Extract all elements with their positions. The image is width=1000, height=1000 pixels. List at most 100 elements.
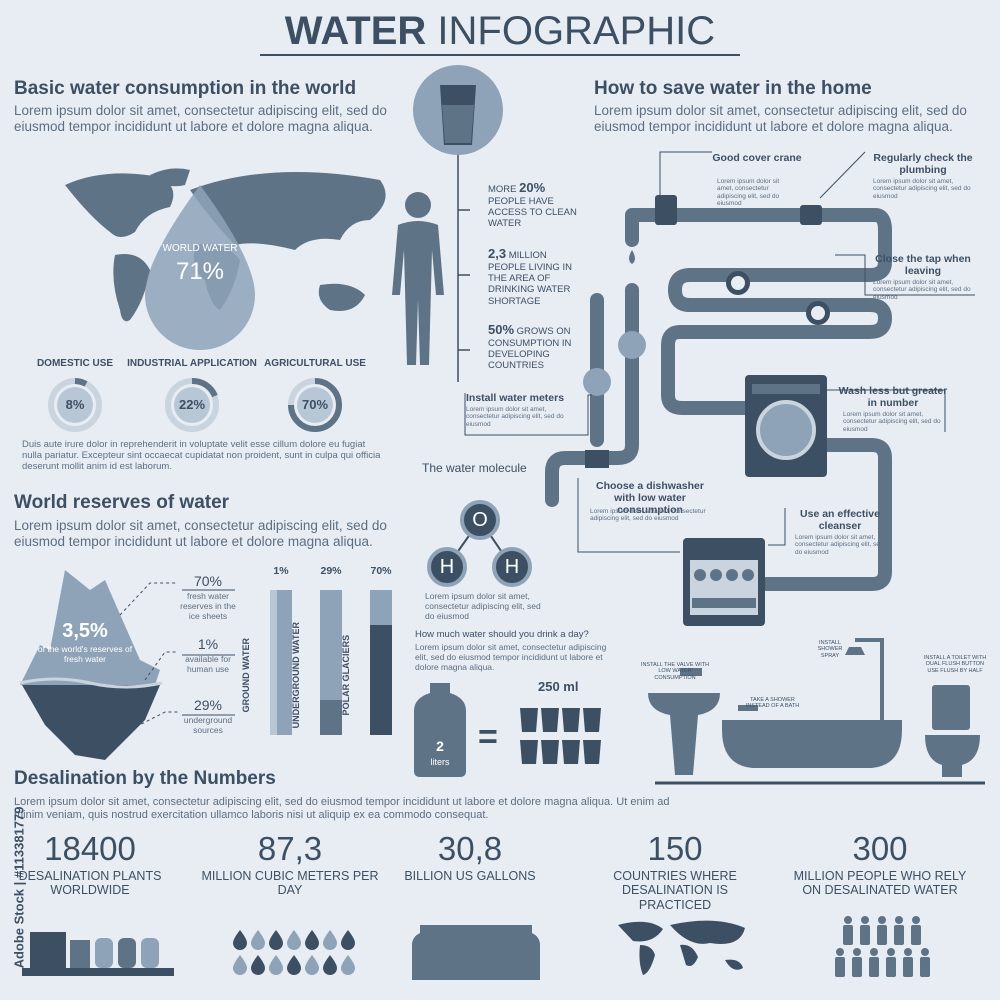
tip-title: Install water meters (466, 392, 565, 404)
reserve-value: 29% (193, 697, 223, 713)
glass (541, 708, 559, 732)
bar-value: 70% (370, 565, 392, 577)
drop-icon (251, 955, 265, 975)
iceberg-text: of the world's reserves of fresh water (37, 644, 133, 664)
glass (520, 740, 538, 764)
use-value: 8% (65, 397, 85, 412)
person-icon (843, 925, 853, 945)
stat-label: MILLION PEOPLE WHO RELY ON DESALINATED W… (793, 869, 967, 898)
stat-value: 150 (647, 830, 703, 867)
glass (562, 740, 580, 764)
watermark: Adobe Stock | #113381779 (11, 806, 27, 969)
reserve-value: 1% (197, 636, 219, 652)
person-icon (861, 916, 869, 924)
drop-icon (269, 955, 283, 975)
person-icon (887, 948, 895, 956)
glass (583, 740, 601, 764)
tip-title: Regularly check the plumbing (873, 152, 973, 177)
atom-label: H (439, 556, 455, 578)
equals: = (478, 718, 498, 756)
bar-label: GROUND WATER (240, 638, 251, 713)
use-label: INDUSTRIAL APPLICATION (127, 358, 257, 369)
drink-title: How much water should you drink a day? (415, 629, 589, 640)
person-icon (921, 948, 929, 956)
bar-label: POLAR GLACIERS (340, 634, 351, 716)
section-title: World reserves of water (14, 492, 230, 513)
bottle-unit: liters (430, 757, 450, 767)
drop-icon (341, 955, 355, 975)
drop-icon (251, 930, 265, 950)
stat-value: 30,8 (437, 830, 503, 867)
stat-value: 18400 (44, 830, 136, 867)
stat-bold: 2,3 (488, 246, 507, 261)
glass (520, 708, 538, 732)
drop-icon (323, 930, 337, 950)
tip-title: Use an effective cleanser (800, 508, 880, 533)
drop-icon (287, 955, 301, 975)
person-icon (853, 948, 861, 956)
person-stat: 2,3 MILLION PEOPLE LIVING IN THE AREA OF… (488, 246, 583, 307)
tip-text: Lorem ipsum dolor sit amet, consectetur … (717, 178, 780, 208)
bar-value: 1% (273, 565, 289, 577)
person-icon (836, 948, 844, 956)
section-title: Basic water consumption in the world (14, 78, 357, 99)
person-icon (878, 916, 886, 924)
reserve-text: underground sources (183, 715, 233, 735)
iceberg-value: 3,5% (62, 620, 108, 642)
page-title: WATER INFOGRAPHIC (0, 8, 1000, 54)
tip-text: Lorem ipsum dolor sit amet, consectetur … (795, 534, 884, 556)
bar-value: 29% (320, 565, 342, 577)
stat-value: 300 (852, 830, 908, 867)
tip-title: Close the tap when leaving (875, 253, 971, 278)
stat-label: DESALINATION PLANTS WORLDWIDE (18, 869, 162, 898)
stat-label: COUNTRIES WHERE DESALINATION IS PRACTICE… (613, 869, 737, 912)
person-icon (835, 957, 845, 977)
use-value: 22% (178, 397, 206, 412)
atom-label: O (472, 509, 488, 531)
drop-icon (305, 930, 319, 950)
tip-text: Lorem ipsum dolor sit amet, consectetur … (843, 411, 941, 433)
use-label: DOMESTIC USE (36, 358, 114, 369)
person-icon (852, 957, 862, 977)
title-bold: WATER (284, 9, 427, 53)
bath-note: INSTALL SHOWER SPRAY (817, 640, 843, 659)
stat-bold: 20% (519, 180, 546, 195)
bottle-value: 2 (436, 738, 444, 754)
section-text: Lorem ipsum dolor sit amet, consectetur … (14, 518, 387, 550)
person-icon (912, 916, 920, 924)
drop-label: WORLD WATER (162, 243, 238, 254)
tip-title: Good cover crane (712, 152, 802, 164)
molecule-text: Lorem ipsum dolor sit amet, consectetur … (425, 591, 541, 621)
reserve-text: fresh water reserves in the ice sheets (180, 591, 236, 621)
note: Duis aute irure dolor in reprehenderit i… (22, 439, 381, 472)
drop-value: 71% (175, 258, 225, 285)
stat-label: BILLION US GALLONS (404, 869, 536, 883)
tip-title: Wash less but greater in number (838, 385, 948, 410)
section-text: Lorem ipsum dolor sit amet, consectetur … (14, 796, 670, 821)
person-icon (870, 948, 878, 956)
section-text: Lorem ipsum dolor sit amet, consectetur … (14, 103, 387, 135)
drop-icon (233, 955, 247, 975)
person-icon (844, 916, 852, 924)
drop-icon (341, 930, 355, 950)
glass (541, 740, 559, 764)
stat-value: 87,3 (257, 830, 323, 867)
bath-note: INSTALL THE VALVE WITH LOW WATER CONSUMP… (640, 662, 710, 681)
drop-icon (323, 955, 337, 975)
person-icon (911, 925, 921, 945)
stat-bold: 50% (488, 322, 515, 337)
stat-text: PEOPLE HAVE ACCESS TO CLEAN WATER (488, 195, 577, 230)
bath-note: INSTALL A TOILET WITH DUAL FLUSH BUTTON … (923, 655, 987, 674)
person-icon (894, 925, 904, 945)
tip-text: Lorem ipsum dolor sit amet, consectetur … (590, 508, 706, 523)
section-title: How to save water in the home (594, 78, 872, 99)
glass-label: 250 ml (538, 679, 579, 694)
drop-icon (233, 930, 247, 950)
stat-text: GROWS ON CONSUMPTION IN DEVELOPING COUNT… (488, 326, 572, 372)
person-icon (895, 916, 903, 924)
stat-label: MILLION CUBIC METERS PER DAY (201, 869, 379, 898)
section-text: Lorem ipsum dolor sit amet, consectetur … (594, 103, 967, 135)
person-stat: 50% GROWS ON CONSUMPTION IN DEVELOPING C… (488, 322, 583, 372)
section-title: Desalination by the Numbers (14, 768, 276, 789)
